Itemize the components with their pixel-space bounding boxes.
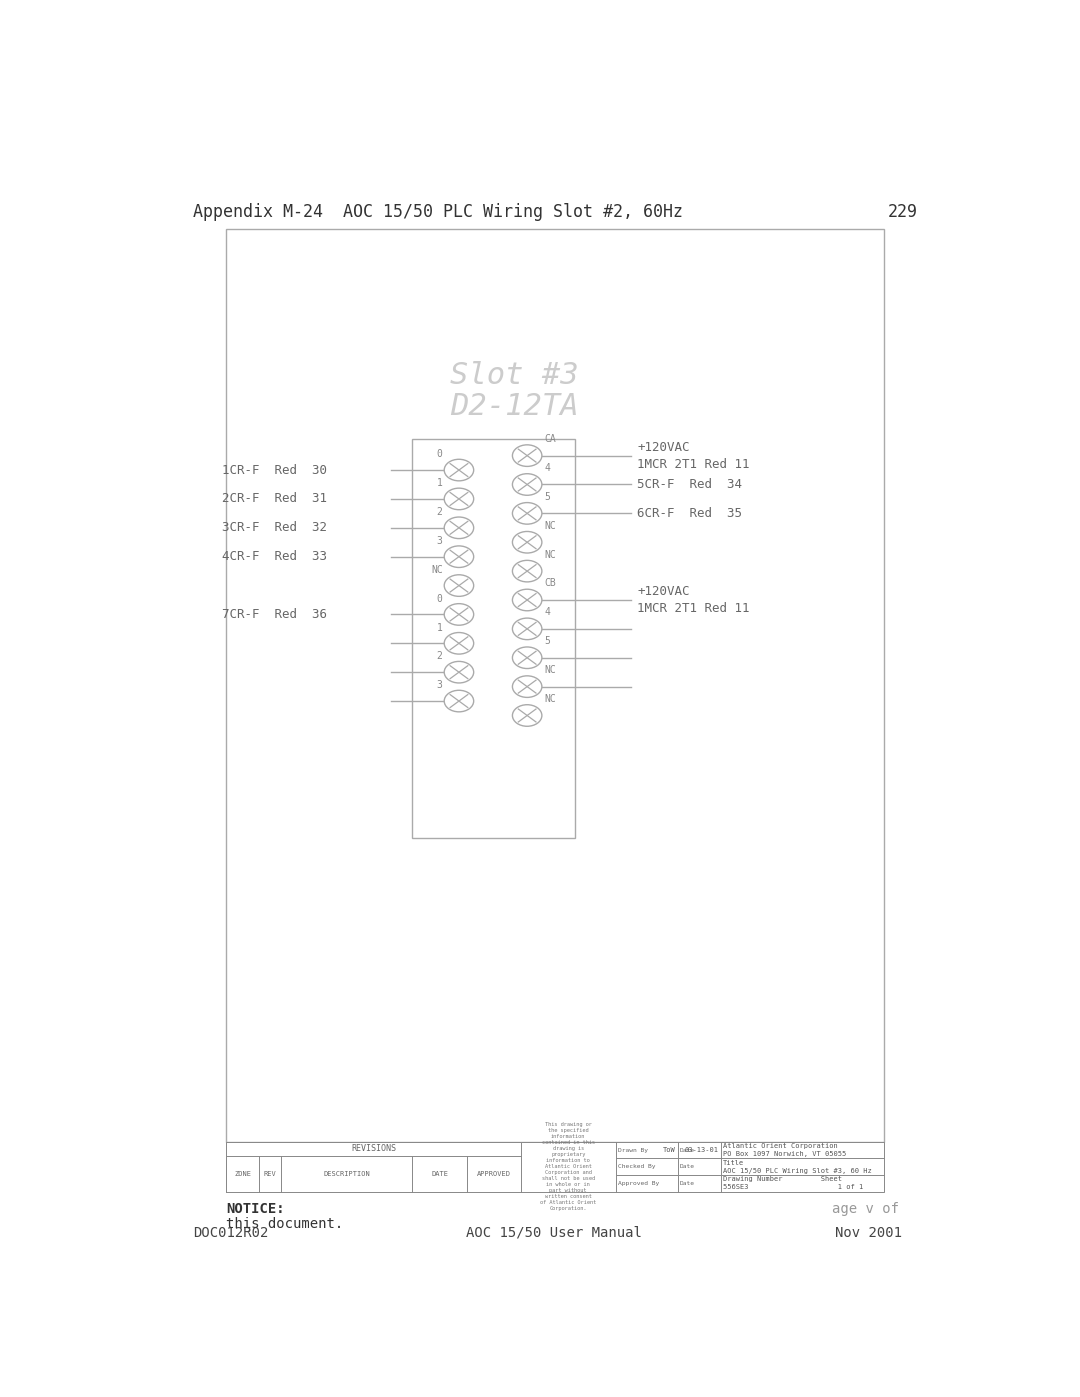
Text: Date: Date [679, 1180, 694, 1186]
Text: ToW: ToW [662, 1147, 675, 1153]
Ellipse shape [512, 617, 542, 640]
Text: NC: NC [544, 521, 556, 531]
Text: +120VAC
1MCR 2T1 Red 11: +120VAC 1MCR 2T1 Red 11 [637, 440, 750, 471]
Text: AOC 15/50 User Manual: AOC 15/50 User Manual [465, 1225, 642, 1239]
Text: 03-13-01: 03-13-01 [685, 1147, 718, 1153]
Bar [227, 1141, 883, 1192]
Text: 3: 3 [436, 680, 443, 690]
Text: CB: CB [544, 578, 556, 588]
Text: Slot #3: Slot #3 [450, 360, 579, 390]
Text: 5CR-F  Red  34: 5CR-F Red 34 [637, 478, 742, 490]
Text: Nov 2001: Nov 2001 [835, 1225, 902, 1239]
Text: this document.: this document. [227, 1217, 343, 1231]
Text: ZONE: ZONE [234, 1171, 252, 1176]
Ellipse shape [444, 690, 474, 712]
Ellipse shape [512, 590, 542, 610]
Text: Atlantic Orient Corporation
PO Box 1097 Norwich, VT 05055: Atlantic Orient Corporation PO Box 1097 … [724, 1143, 847, 1157]
Text: NC: NC [544, 549, 556, 560]
Text: APPROVED: APPROVED [477, 1171, 511, 1176]
Ellipse shape [512, 704, 542, 726]
Text: 2CR-F  Red  31: 2CR-F Red 31 [222, 492, 327, 506]
Text: 4CR-F  Red  33: 4CR-F Red 33 [222, 550, 327, 563]
Bar [227, 1141, 521, 1155]
Ellipse shape [444, 661, 474, 683]
Text: NC: NC [544, 665, 556, 675]
Text: DOC012R02: DOC012R02 [193, 1225, 269, 1239]
Ellipse shape [512, 531, 542, 553]
Ellipse shape [512, 474, 542, 496]
Ellipse shape [512, 647, 542, 669]
Bar [227, 229, 883, 1141]
Ellipse shape [444, 460, 474, 481]
Text: CA: CA [544, 434, 556, 444]
Text: 6CR-F  Red  35: 6CR-F Red 35 [637, 507, 742, 520]
Text: 4: 4 [544, 462, 550, 474]
Text: D2-12TA: D2-12TA [450, 391, 579, 420]
Text: Drawing Number         Sheet
556SE3                     1 of 1: Drawing Number Sheet 556SE3 1 of 1 [724, 1176, 864, 1190]
Ellipse shape [444, 574, 474, 597]
Ellipse shape [512, 444, 542, 467]
Text: Date: Date [679, 1164, 694, 1169]
Text: 3CR-F  Red  32: 3CR-F Red 32 [222, 521, 327, 534]
Text: Appendix M-24  AOC 15/50 PLC Wiring Slot #2, 60Hz: Appendix M-24 AOC 15/50 PLC Wiring Slot … [193, 204, 684, 221]
Text: 3: 3 [436, 536, 443, 546]
Text: age v of: age v of [833, 1201, 900, 1215]
Text: 2: 2 [436, 507, 443, 517]
Text: 1CR-F  Red  30: 1CR-F Red 30 [222, 464, 327, 476]
Text: Checked By: Checked By [618, 1164, 656, 1169]
Text: Approved By: Approved By [618, 1180, 659, 1186]
Ellipse shape [444, 546, 474, 567]
Ellipse shape [512, 676, 542, 697]
Text: 1: 1 [436, 623, 443, 633]
Text: Drawn By: Drawn By [618, 1147, 648, 1153]
Text: Date: Date [679, 1147, 694, 1153]
Text: 1: 1 [436, 478, 443, 488]
Text: REV: REV [264, 1171, 276, 1176]
Text: REVISIONS: REVISIONS [351, 1144, 396, 1153]
Text: 0: 0 [436, 450, 443, 460]
Text: 229: 229 [888, 204, 918, 221]
Text: +120VAC
1MCR 2T1 Red 11: +120VAC 1MCR 2T1 Red 11 [637, 585, 750, 615]
Text: NOTICE:: NOTICE: [227, 1201, 285, 1215]
Text: Title
AOC 15/50 PLC Wiring Slot #3, 60 Hz: Title AOC 15/50 PLC Wiring Slot #3, 60 H… [724, 1160, 872, 1173]
Ellipse shape [444, 633, 474, 654]
Text: NC: NC [431, 564, 443, 574]
Ellipse shape [444, 604, 474, 626]
Ellipse shape [512, 560, 542, 583]
Ellipse shape [444, 488, 474, 510]
Text: This drawing or
the specified
information
contained in this
drawing is
proprieta: This drawing or the specified informatio… [540, 1122, 596, 1211]
Bar [413, 439, 576, 838]
Ellipse shape [512, 503, 542, 524]
Text: NC: NC [544, 694, 556, 704]
Text: 4: 4 [544, 608, 550, 617]
Text: DESCRIPTION: DESCRIPTION [323, 1171, 370, 1176]
Text: 5: 5 [544, 492, 550, 502]
Text: 2: 2 [436, 651, 443, 661]
Text: DATE: DATE [431, 1171, 448, 1176]
Text: 5: 5 [544, 636, 550, 647]
Text: 7CR-F  Red  36: 7CR-F Red 36 [222, 608, 327, 620]
Ellipse shape [444, 517, 474, 539]
Text: 0: 0 [436, 594, 443, 604]
